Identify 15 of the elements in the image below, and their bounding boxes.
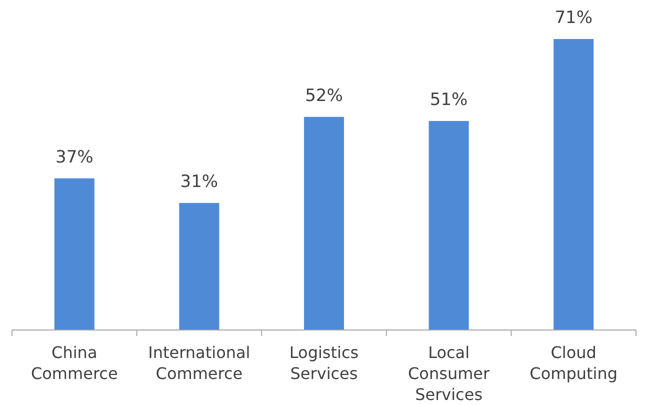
- bar: [54, 178, 94, 330]
- x-tick-label: Cloud Computing: [530, 343, 618, 383]
- bar: [428, 120, 469, 330]
- bar: [179, 202, 220, 330]
- x-tick-label: China Commerce: [30, 343, 118, 383]
- bar: [554, 39, 594, 330]
- data-label: 37%: [56, 147, 94, 168]
- data-label: 71%: [554, 8, 592, 28]
- data-label: 31%: [180, 172, 218, 192]
- data-label: 51%: [430, 90, 468, 110]
- x-tick-label: International Commerce: [148, 343, 250, 383]
- x-tick-label: Local Consumer Services: [408, 343, 490, 404]
- bar: [304, 116, 344, 330]
- x-tick-label: Logistics Services: [289, 343, 359, 383]
- data-label: 52%: [305, 86, 343, 106]
